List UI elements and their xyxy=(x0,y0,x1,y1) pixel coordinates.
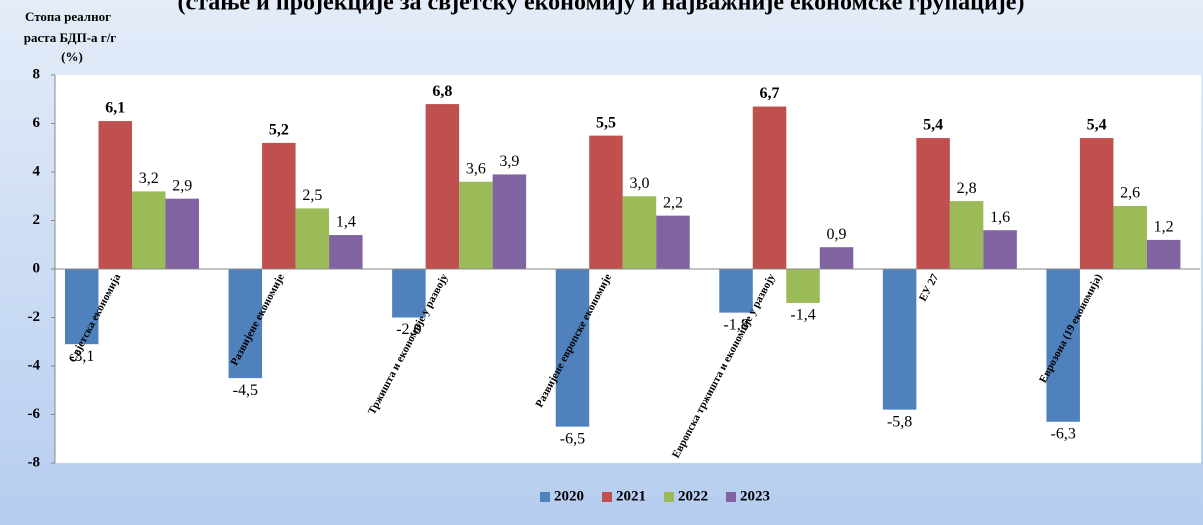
bar xyxy=(882,269,917,410)
bar xyxy=(392,269,426,318)
bar xyxy=(786,269,820,303)
bar xyxy=(752,106,787,270)
bar xyxy=(622,196,657,269)
value-label: 2,6 xyxy=(1120,185,1140,202)
value-label: 5,4 xyxy=(923,117,943,134)
bar xyxy=(916,138,950,269)
legend-swatch xyxy=(540,492,550,502)
bar xyxy=(425,104,460,269)
value-label: 6,1 xyxy=(105,100,125,117)
value-label: -4,5 xyxy=(233,382,258,399)
value-label: -1,4 xyxy=(790,307,815,324)
bar xyxy=(329,235,363,269)
value-label: 2,9 xyxy=(172,177,192,194)
bar xyxy=(983,230,1017,269)
bar xyxy=(1146,239,1181,269)
y-axis-label: (%) xyxy=(61,49,83,64)
legend-label: 2023 xyxy=(740,488,770,504)
value-label: 6,7 xyxy=(760,85,780,102)
bar xyxy=(295,208,330,269)
y-tick-label: 6 xyxy=(33,115,41,131)
y-tick-label: -8 xyxy=(28,454,41,470)
value-label: 2,8 xyxy=(957,180,977,197)
y-axis-label: Стопа реалног xyxy=(25,9,111,24)
legend-label: 2020 xyxy=(554,488,584,504)
bar xyxy=(719,269,753,313)
bar xyxy=(1046,269,1080,422)
y-tick-label: -6 xyxy=(28,406,41,422)
y-tick-label: 0 xyxy=(33,260,41,276)
bar xyxy=(656,215,690,269)
value-label: 0,9 xyxy=(827,226,847,243)
value-label: -6,5 xyxy=(560,430,585,447)
value-label: 1,6 xyxy=(990,209,1010,226)
value-label: 3,2 xyxy=(139,170,159,187)
bar xyxy=(1079,138,1114,269)
value-label: 2,2 xyxy=(663,194,683,211)
value-label: 5,4 xyxy=(1087,117,1107,134)
value-label: -2,0 xyxy=(396,321,421,338)
bar xyxy=(492,174,527,269)
value-label: 5,2 xyxy=(269,122,289,139)
legend-label: 2021 xyxy=(616,488,646,504)
y-tick-label: 4 xyxy=(33,163,41,179)
legend-swatch xyxy=(726,492,736,502)
y-tick-label: 2 xyxy=(33,212,41,228)
legend-swatch xyxy=(602,492,612,502)
value-label: 3,6 xyxy=(466,160,486,177)
value-label: -6,3 xyxy=(1051,425,1076,442)
legend-label: 2022 xyxy=(678,488,708,504)
bar xyxy=(132,191,166,269)
bar xyxy=(228,269,263,379)
bar xyxy=(98,121,132,269)
value-label: 1,4 xyxy=(336,214,356,231)
y-tick-label: 8 xyxy=(33,66,41,82)
value-label: -5,8 xyxy=(887,413,912,430)
bar xyxy=(819,247,854,269)
legend-swatch xyxy=(664,492,674,502)
value-label: -1,8 xyxy=(723,316,748,333)
bar xyxy=(459,181,493,269)
value-label: 6,8 xyxy=(432,83,452,100)
bar xyxy=(262,142,296,269)
value-label: 3,9 xyxy=(499,153,519,170)
bar xyxy=(165,198,199,269)
value-label: 5,5 xyxy=(596,114,616,131)
y-tick-label: -2 xyxy=(28,309,41,325)
bar xyxy=(949,201,984,269)
y-tick-label: -4 xyxy=(28,357,41,373)
value-label: -3,1 xyxy=(69,348,94,365)
y-axis-label: раста БДП-а г/г xyxy=(24,30,117,45)
bar xyxy=(65,269,99,345)
value-label: 2,5 xyxy=(302,187,322,204)
bar xyxy=(589,135,623,269)
bar xyxy=(555,269,590,427)
value-label: 1,2 xyxy=(1154,219,1174,236)
value-label: 3,0 xyxy=(629,175,649,192)
bar xyxy=(1113,205,1147,269)
chart-title: (стање и пројекције за свјетску економиј… xyxy=(178,0,1025,16)
